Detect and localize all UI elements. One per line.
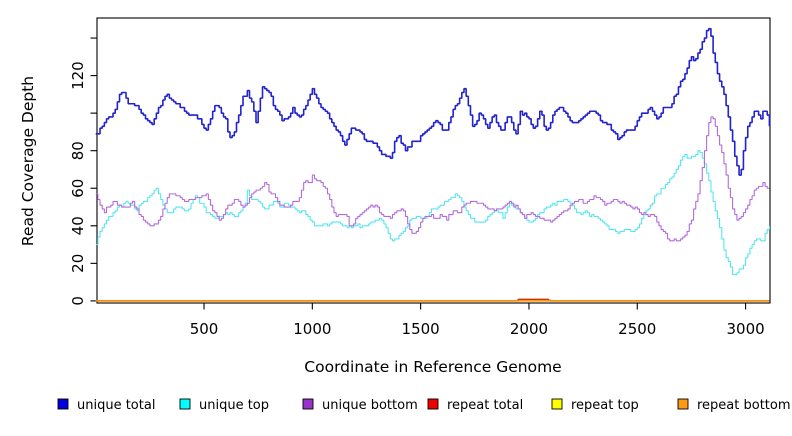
legend-label: repeat bottom <box>697 398 791 413</box>
y-tick-label: 20 <box>69 254 87 273</box>
y-axis: 0 20 40 60 80 120 <box>69 37 97 306</box>
legend-swatch-repeat-total <box>427 398 439 410</box>
y-tick-label: 0 <box>69 296 87 306</box>
series-unique-bottom <box>95 116 770 242</box>
x-tick-label: 2500 <box>618 320 656 338</box>
legend-label: unique top <box>199 398 269 413</box>
y-tick-label: 60 <box>69 179 87 198</box>
y-axis-title: Read Coverage Depth <box>19 76 37 246</box>
legend-item-repeat-top: repeat top <box>551 398 639 413</box>
legend-label: unique total <box>77 398 155 413</box>
legend-swatch-unique-bottom <box>302 398 314 410</box>
legend-item-repeat-bottom: repeat bottom <box>677 398 791 413</box>
y-tick-label: 120 <box>69 61 87 90</box>
x-axis-title: Coordinate in Reference Genome <box>304 358 561 376</box>
legend-swatch-unique-top <box>179 398 191 410</box>
legend-swatch-repeat-top <box>551 398 563 410</box>
series-unique-top <box>95 150 770 276</box>
y-tick-label: 80 <box>69 141 87 160</box>
series-group <box>95 27 771 302</box>
legend-label: repeat top <box>571 398 639 413</box>
legend: unique total unique top unique bottom repea… <box>57 398 791 413</box>
series-unique-total <box>95 27 771 176</box>
x-tick-label: 1000 <box>293 320 331 338</box>
x-tick-label: 2000 <box>510 320 548 338</box>
legend-label: unique bottom <box>322 398 418 413</box>
legend-label: repeat total <box>447 398 523 413</box>
legend-item-unique-total: unique total <box>57 398 155 413</box>
y-tick-label: 40 <box>69 216 87 235</box>
x-tick-label: 1500 <box>402 320 440 338</box>
legend-swatch-unique-total <box>57 398 69 410</box>
legend-item-unique-top: unique top <box>179 398 269 413</box>
x-tick-label: 3000 <box>726 320 764 338</box>
legend-item-unique-bottom: unique bottom <box>302 398 418 413</box>
x-tick-label: 500 <box>190 320 219 338</box>
plot-box <box>96 17 771 304</box>
legend-swatch-repeat-bottom <box>677 398 689 410</box>
x-axis: 500 1000 1500 2000 2500 3000 <box>190 303 765 338</box>
legend-item-repeat-total: repeat total <box>427 398 523 413</box>
